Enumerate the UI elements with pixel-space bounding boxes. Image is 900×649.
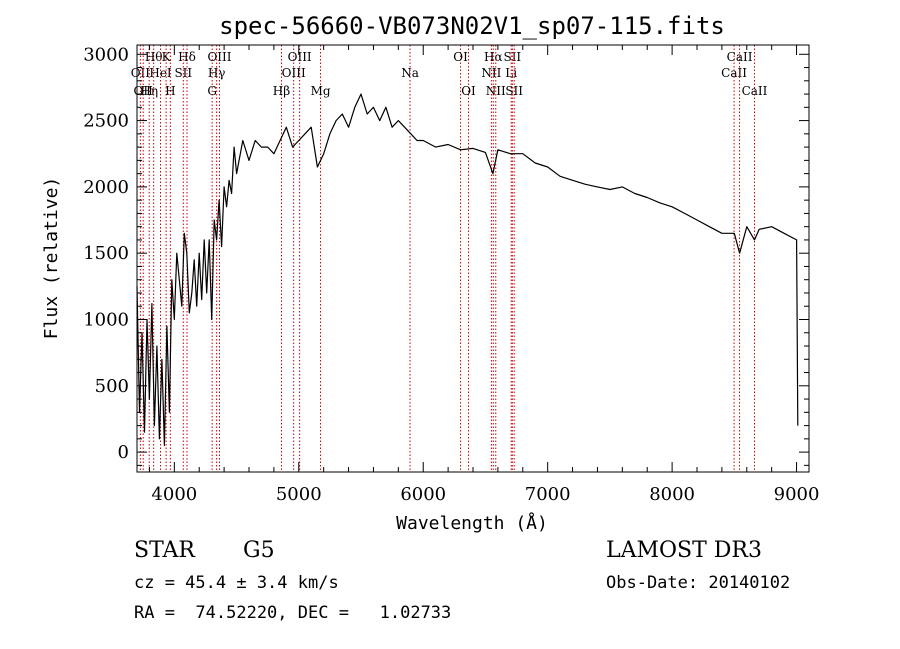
spectral-line-markers: OIIOIIHηHθHeIKHSIIHδGHγOIIIHβOIIIOIIIMgN… xyxy=(131,45,768,472)
line-marker-label-27: CaII xyxy=(742,84,768,98)
line-marker-label-25: CaII xyxy=(721,66,747,80)
line-marker-label-18: OI xyxy=(461,84,476,98)
line-marker-label-19: NII xyxy=(481,66,501,80)
line-marker-label-20: Hα xyxy=(484,50,503,64)
line-marker-label-14: OIII xyxy=(288,50,312,64)
x-tick-label-5: 9000 xyxy=(774,484,820,505)
line-marker-label-24: SII xyxy=(505,84,523,98)
line-marker-label-21: NII xyxy=(486,84,506,98)
y-tick-label-6: 3000 xyxy=(83,44,129,65)
spectrum-series xyxy=(136,93,799,447)
plot-frame xyxy=(136,44,810,473)
object-class: STAR xyxy=(134,538,195,563)
chart-title: spec-56660-VB073N02V1_sp07-115.fits xyxy=(219,12,725,40)
line-marker-label-5: K xyxy=(162,50,172,64)
x-tick-label-1: 5000 xyxy=(276,484,322,505)
y-axis-label: Flux (relative) xyxy=(41,177,62,340)
redshift-readout: cz = 45.4 ± 3.4 km/s xyxy=(134,573,339,593)
coordinates-readout: RA = 74.52220, DEC = 1.02733 xyxy=(134,603,452,623)
line-marker-label-12: Hβ xyxy=(273,84,290,98)
x-tick-label-0: 4000 xyxy=(151,484,197,505)
line-marker-label-8: Hδ xyxy=(178,50,196,64)
line-marker-label-10: Hγ xyxy=(208,66,226,80)
y-tick-label-5: 2500 xyxy=(83,111,129,132)
line-marker-label-9: G xyxy=(207,84,217,98)
y-tick-label-1: 500 xyxy=(95,376,129,397)
line-marker-label-15: Mg xyxy=(311,84,331,98)
x-axis-label: Wavelength (Å) xyxy=(396,512,548,534)
line-marker-label-17: OI xyxy=(453,50,468,64)
line-marker-label-13: OIII xyxy=(282,66,306,80)
line-marker-label-16: Na xyxy=(401,66,419,80)
object-subclass: G5 xyxy=(243,538,275,563)
line-marker-label-6: H xyxy=(165,84,175,98)
line-marker-label-23: SII xyxy=(503,50,521,64)
line-marker-label-3: Hθ xyxy=(145,50,163,64)
line-marker-label-26: CaII xyxy=(727,50,753,64)
spectrum-line-0 xyxy=(136,93,799,447)
line-marker-label-22: Li xyxy=(505,66,517,80)
observation-date: Obs-Date: 20140102 xyxy=(606,573,791,593)
y-tick-label-3: 1500 xyxy=(83,243,129,264)
y-tick-label-4: 2000 xyxy=(83,177,129,198)
line-marker-label-11: OIII xyxy=(207,50,231,64)
x-tick-label-3: 7000 xyxy=(525,484,571,505)
line-marker-label-2: Hη xyxy=(140,84,158,98)
survey-name: LAMOST DR3 xyxy=(606,538,762,563)
line-marker-label-4: HeI xyxy=(149,66,172,80)
y-tick-label-2: 1000 xyxy=(83,310,129,331)
axes: 4000 5000 6000 7000 8000 9000 0 500 1000 1500 2000… xyxy=(83,44,819,505)
x-tick-label-2: 6000 xyxy=(400,484,446,505)
line-marker-label-0: OII xyxy=(131,66,151,80)
y-tick-label-0: 0 xyxy=(118,442,129,463)
x-tick-label-4: 8000 xyxy=(649,484,695,505)
line-marker-label-7: SII xyxy=(174,66,192,80)
